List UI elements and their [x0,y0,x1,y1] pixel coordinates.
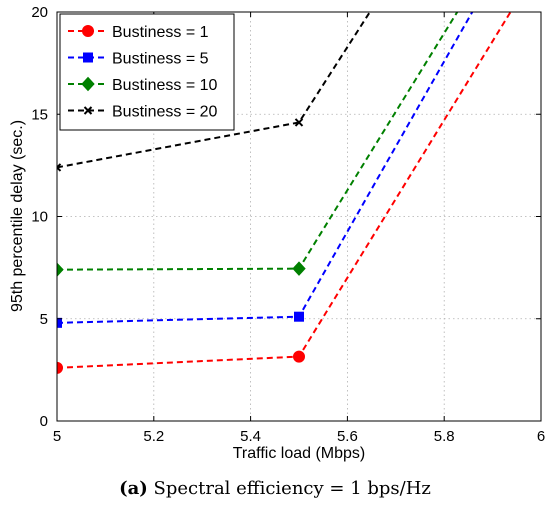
legend-item: Bustiness = 1 [68,24,209,41]
legend-swatch-marker [83,52,93,63]
x-axis-label: Traffic load (Mbps) [233,445,365,462]
data-point-marker [292,261,306,276]
series-4 [57,12,372,172]
series-group [57,12,512,374]
legend-label: Bustiness = 10 [112,77,218,94]
x-tick-label: 5.6 [337,428,358,445]
legend-item: Bustiness = 5 [68,51,209,68]
y-tick-label: 10 [31,209,48,226]
y-tick-label: 20 [31,4,48,21]
data-point-marker [57,262,64,277]
data-point-marker [294,118,304,127]
legend-swatch-marker [82,25,94,37]
x-tick-label: 5.8 [434,428,455,445]
y-tick-label: 5 [40,311,48,328]
x-tick-label: 5 [53,428,61,445]
legend-item: Bustiness = 10 [68,76,218,94]
figure-caption: (a) Spectral efficiency = 1 bps/Hz [0,478,550,499]
caption-label: (a) [119,478,148,499]
legend-label: Bustiness = 20 [112,104,218,121]
data-point-marker [57,317,62,328]
x-tick-label: 6 [537,428,545,445]
legend-swatch-marker [81,76,95,92]
data-point-marker [57,163,62,172]
legend: Bustiness = 1 Bustiness = 5 Bustiness = 10… [59,13,235,131]
series-2 [57,12,474,328]
series-1 [57,12,512,374]
legend-label: Bustiness = 1 [112,24,209,41]
legend-label: Bustiness = 5 [112,51,209,68]
x-tick-label: 5.2 [143,428,164,445]
y-axis-label: 95th percentile delay (sec.) [9,120,26,312]
legend-item: Bustiness = 20 [68,104,218,121]
x-tick-label: 5.4 [240,428,261,445]
legend-swatch-marker [83,106,93,115]
y-tick-label: 15 [31,106,48,123]
data-point-marker [57,361,63,374]
series-line [57,12,372,169]
y-tick-label: 0 [40,413,48,430]
data-point-marker [293,350,305,363]
data-point-marker [294,311,304,322]
caption-text: Spectral efficiency = 1 bps/Hz [153,478,431,499]
series-3 [57,12,459,277]
